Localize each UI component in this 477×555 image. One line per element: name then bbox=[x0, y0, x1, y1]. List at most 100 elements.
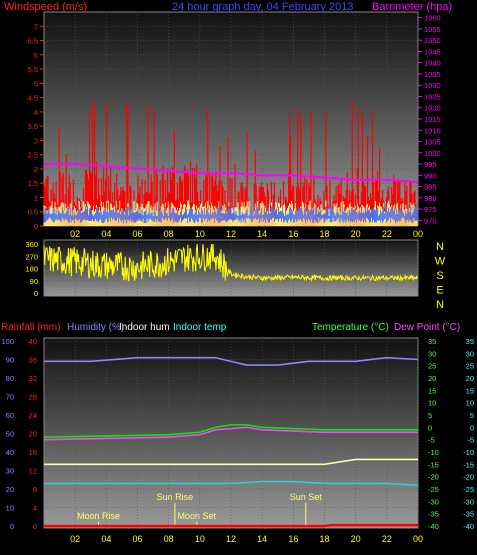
temperature-tick-label: -5 bbox=[428, 436, 435, 445]
time-tick-label: 04 bbox=[101, 229, 111, 239]
compass-label: W bbox=[435, 256, 446, 268]
direction-degree-label: 270 bbox=[25, 252, 38, 261]
windspeed-tick-label: 7 bbox=[34, 22, 38, 31]
humidity-tick-label: 80 bbox=[6, 374, 14, 383]
rainfall-tick-label: 28 bbox=[29, 393, 37, 402]
temperature-label: Temperature (°C) bbox=[312, 322, 389, 333]
time-tick-label: 20 bbox=[351, 229, 361, 239]
time-tick-label: 20 bbox=[351, 534, 361, 544]
series-line bbox=[43, 426, 418, 441]
wind-direction-degree-ticks: 0 90 180 270 360 bbox=[25, 240, 38, 298]
temperature-time-ticks: 02 04 06 08 10 12 14 16 18 20 22 00 bbox=[70, 534, 423, 544]
dew-point-tick-label: 0 bbox=[470, 423, 474, 432]
indoor-hum-label: Indoor hum bbox=[119, 322, 170, 333]
barometer-tick-label: 1055 bbox=[424, 25, 441, 34]
windspeed-tick-label: 0 bbox=[34, 222, 38, 231]
windspeed-tick-label: 2.5 bbox=[28, 151, 38, 160]
temperature-tick-label: -10 bbox=[428, 448, 439, 457]
rainfall-tick-label: 32 bbox=[29, 374, 37, 383]
rainfall-label: Rainfall (mm) bbox=[1, 322, 60, 333]
temperature-tick-label: -40 bbox=[428, 522, 439, 531]
direction-degree-label: 90 bbox=[30, 277, 38, 286]
rainfall-tick-label: 12 bbox=[29, 467, 37, 476]
time-tick-label: 10 bbox=[195, 229, 205, 239]
event-label: Moon Set bbox=[177, 511, 216, 521]
time-tick-label: 14 bbox=[257, 534, 267, 544]
compass-label: N bbox=[436, 299, 444, 311]
humidity-tick-label: 10 bbox=[6, 504, 14, 513]
humidity-tick-label: 100 bbox=[1, 337, 14, 346]
time-tick-label: 08 bbox=[164, 534, 174, 544]
wind-direction-grid bbox=[44, 240, 419, 296]
wind-direction-series bbox=[43, 243, 418, 282]
temperature-tick-label: 0 bbox=[428, 423, 432, 432]
windspeed-tick-label: 3 bbox=[34, 136, 38, 145]
windspeed-tick-label: 4.5 bbox=[28, 94, 38, 103]
compass-label: S bbox=[436, 270, 443, 282]
windspeed-tick-label: 1 bbox=[34, 193, 38, 202]
dew-point-tick-label: -35 bbox=[463, 510, 474, 519]
direction-degree-label: 360 bbox=[25, 240, 38, 249]
temperature-tick-label: -25 bbox=[428, 485, 439, 494]
time-tick-label: 22 bbox=[382, 534, 392, 544]
wind-pressure-time-ticks: 02 04 06 08 10 12 14 16 18 20 22 00 bbox=[70, 229, 423, 239]
time-tick-label: 08 bbox=[164, 229, 174, 239]
humidity-tick-label: 60 bbox=[6, 411, 14, 420]
time-tick-label: 16 bbox=[288, 534, 298, 544]
barometer-tick-label: 980 bbox=[424, 194, 437, 203]
dew-point-tick-label: -25 bbox=[463, 485, 474, 494]
indoor-temp-label: Indoor temp bbox=[173, 322, 227, 333]
windspeed-tick-label: 3.5 bbox=[28, 122, 38, 131]
temperature-tick-label: 30 bbox=[428, 349, 436, 358]
dew-point-label: Dew Point (°C) bbox=[394, 322, 460, 333]
windspeed-axis-ticks: 0 0.5 1 1.5 2 2.5 3 3.5 4 4.5 5 5.5 6 6.5 7 bbox=[28, 22, 44, 231]
direction-degree-label: 180 bbox=[25, 265, 38, 274]
temperature-tick-label: -35 bbox=[428, 510, 439, 519]
barometer-line bbox=[44, 163, 419, 184]
humidity-tick-label: 20 bbox=[6, 485, 14, 494]
barometer-tick-label: 1030 bbox=[424, 81, 441, 90]
dew-point-tick-label: 5 bbox=[470, 411, 474, 420]
barometer-tick-label: 1020 bbox=[424, 104, 441, 113]
temperature-tick-label: -15 bbox=[428, 460, 439, 469]
temperature-tick-label: 35 bbox=[428, 337, 436, 346]
temperature-tick-label: -20 bbox=[428, 473, 439, 482]
temperature-tick-label: -30 bbox=[428, 497, 439, 506]
windspeed-axis-label: Windspeed (m/s) bbox=[4, 1, 87, 13]
humidity-tick-label: 90 bbox=[6, 356, 14, 365]
windspeed-tick-label: 6 bbox=[34, 51, 38, 60]
dew-point-tick-label: -5 bbox=[467, 436, 474, 445]
temperature-tick-label: 20 bbox=[428, 374, 436, 383]
time-tick-label: 12 bbox=[226, 534, 236, 544]
temperature-tick-label: 10 bbox=[428, 399, 436, 408]
windspeed-tick-label: 0.5 bbox=[28, 208, 38, 217]
graph-title: 24 hour graph day, 04 February 2013 bbox=[172, 1, 353, 13]
barometer-series bbox=[44, 163, 419, 184]
dew-point-tick-label: 20 bbox=[466, 374, 474, 383]
barometer-tick-label: 1000 bbox=[424, 149, 441, 158]
direction-degree-label: 0 bbox=[34, 289, 38, 298]
barometer-axis-ticks: 970 975 980 985 990 995 1000 1005 1010 1015 1020 10… bbox=[418, 14, 441, 225]
humidity-tick-label: 0 bbox=[10, 522, 14, 531]
humidity-rainfall-axis-ticks: 0 0 10 4 20 8 30 12 40 16 50 20 60 24 70 28 80 32 90 36 100 4… bbox=[1, 337, 37, 531]
rainfall-tick-label: 16 bbox=[29, 448, 37, 457]
barometer-tick-label: 1025 bbox=[424, 92, 441, 101]
barometer-tick-label: 1050 bbox=[424, 36, 441, 45]
barometer-tick-label: 995 bbox=[424, 160, 437, 169]
series-line bbox=[43, 424, 418, 438]
dew-point-tick-label: -30 bbox=[463, 497, 474, 506]
humidity-tick-label: 50 bbox=[6, 430, 14, 439]
compass-label: N bbox=[436, 241, 444, 253]
series-line bbox=[44, 458, 418, 466]
windspeed-series bbox=[43, 99, 418, 226]
event-label: Sun Set bbox=[290, 492, 323, 502]
temperature-tick-label: 15 bbox=[428, 386, 436, 395]
rainfall-tick-label: 4 bbox=[33, 504, 37, 513]
windspeed-tick-label: 2 bbox=[34, 165, 38, 174]
humidity-tick-label: 30 bbox=[6, 467, 14, 476]
temperature-tick-label: 5 bbox=[428, 411, 432, 420]
rainfall-tick-label: 8 bbox=[33, 485, 37, 494]
dew-point-tick-label: 10 bbox=[466, 399, 474, 408]
barometer-tick-label: 1005 bbox=[424, 138, 441, 147]
